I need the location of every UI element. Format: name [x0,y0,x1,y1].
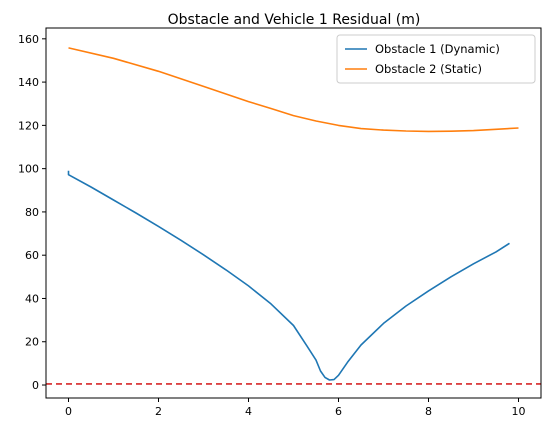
y-tick-label: 120 [18,119,39,132]
plot-area [46,48,541,384]
x-tick-label: 0 [65,405,72,418]
x-tick-label: 6 [335,405,342,418]
x-tick-label: 8 [425,405,432,418]
y-tick-label: 40 [25,292,39,305]
x-tick-label: 2 [155,405,162,418]
y-tick-label: 80 [25,206,39,219]
x-tick-label: 4 [245,405,252,418]
legend: Obstacle 1 (Dynamic) Obstacle 2 (Static) [337,35,535,83]
legend-label-2: Obstacle 2 (Static) [375,62,482,76]
x-tick-label: 10 [512,405,526,418]
legend-label-1: Obstacle 1 (Dynamic) [375,42,500,56]
y-tick-label: 100 [18,163,39,176]
y-tick-label: 60 [25,249,39,262]
chart-title: Obstacle and Vehicle 1 Residual (m) [168,12,421,28]
y-tick-label: 140 [18,76,39,89]
y-tick-label: 160 [18,33,39,46]
y-tick-label: 20 [25,336,39,349]
series-line-1 [69,171,510,380]
y-tick-label: 0 [32,379,39,392]
